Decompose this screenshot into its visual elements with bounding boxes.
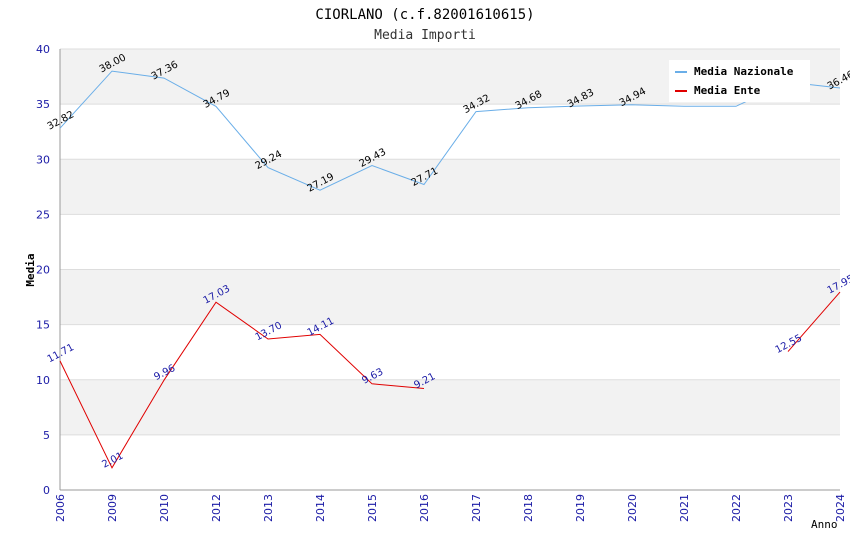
x-tick-label: 2013	[262, 494, 275, 522]
x-tick-label: 2016	[418, 494, 431, 522]
x-tick-label: 2019	[574, 494, 587, 522]
series-line-ente	[787, 291, 841, 352]
legend-label-nazionale: Media Nazionale	[694, 65, 794, 78]
x-tick-label: 2018	[522, 494, 535, 522]
x-tick-label: 2020	[626, 494, 639, 522]
x-tick-label: 2024	[834, 494, 847, 522]
y-tick-label: 20	[36, 264, 50, 277]
x-tick-labels: 2006 2009 2010 2012 2013 2014 2015 2016 2017 2018…	[54, 494, 847, 522]
y-tick-label: 40	[36, 43, 50, 56]
x-tick-label: 2012	[210, 494, 223, 522]
x-tick-label: 2021	[678, 494, 691, 522]
x-tick-label: 2015	[366, 494, 379, 522]
y-tick-label: 10	[36, 374, 50, 387]
chart-subtitle: Media Importi	[374, 28, 476, 43]
y-tick-label: 25	[36, 208, 50, 221]
legend: Media Nazionale Media Ente	[669, 60, 810, 102]
grid-bands	[60, 49, 840, 490]
y-tick-label: 15	[36, 319, 50, 332]
grid-band	[60, 324, 840, 380]
grid-band	[60, 104, 840, 160]
legend-box	[669, 60, 810, 102]
x-tick-label: 2010	[158, 494, 171, 522]
grid-band	[60, 434, 840, 490]
x-tick-label: 2017	[470, 494, 483, 522]
grid-band	[60, 214, 840, 270]
x-tick-label: 2006	[54, 494, 67, 522]
x-tick-label: 2014	[314, 494, 327, 522]
grid-band	[60, 379, 840, 435]
series-line-ente	[59, 301, 425, 469]
x-tick-label: 2023	[782, 494, 795, 522]
x-tick-label: 2009	[106, 494, 119, 522]
y-axis-label: Media	[24, 253, 37, 286]
x-axis-label: Anno	[811, 518, 838, 531]
y-tick-labels: 0 5 10 15 20 25 30 35 40	[36, 43, 50, 497]
grid-band	[60, 159, 840, 215]
y-tick-label: 5	[43, 429, 50, 442]
y-tick-label: 35	[36, 98, 50, 111]
y-tick-label: 30	[36, 153, 50, 166]
y-tick-label: 0	[43, 484, 50, 497]
legend-label-ente: Media Ente	[694, 84, 761, 97]
chart-title: CIORLANO (c.f.82001610615)	[315, 7, 534, 23]
grid-band	[60, 269, 840, 325]
x-tick-label: 2022	[730, 494, 743, 522]
axes	[59, 49, 840, 491]
series-lines	[59, 70, 841, 469]
series-line-nazionale	[59, 70, 841, 191]
